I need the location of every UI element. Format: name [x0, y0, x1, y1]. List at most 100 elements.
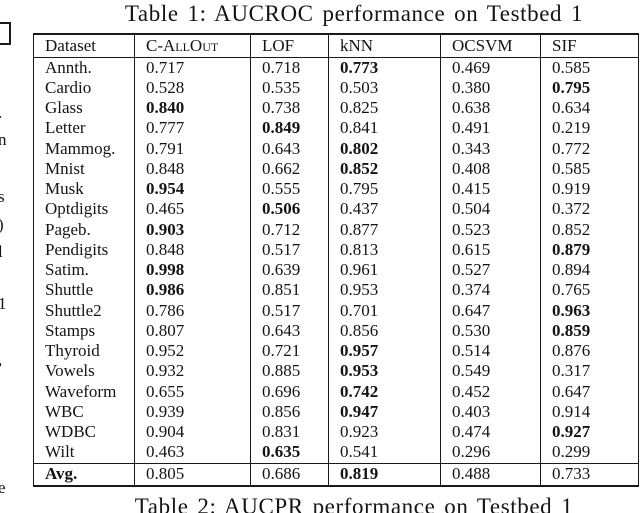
margin-text-fragment: s [0, 187, 5, 206]
value-cell: 0.662 [250, 158, 329, 179]
value-cell: 0.541 [328, 442, 441, 463]
value-cell: 0.437 [328, 199, 441, 220]
value-cell: 0.856 [250, 401, 329, 422]
margin-text-fragment: e [0, 478, 6, 497]
dataset-name: Optdigits [33, 199, 135, 220]
table-row: Stamps 0.807 0.643 0.856 0.530 0.859 [33, 320, 639, 341]
table-row: Shuttle2 0.786 0.517 0.701 0.647 0.963 [33, 300, 639, 321]
value-cell: 0.919 [540, 179, 639, 200]
value-cell: 0.894 [540, 260, 639, 281]
value-cell: 0.848 [134, 158, 251, 179]
value-cell: 0.807 [134, 320, 251, 341]
value-cell: 0.963 [540, 300, 639, 321]
value-cell: 0.879 [540, 239, 639, 260]
value-cell: 0.802 [328, 138, 441, 159]
value-cell: 0.953 [328, 361, 441, 382]
margin-text-fragment: ) [0, 216, 4, 233]
value-cell: 0.795 [540, 77, 639, 98]
value-cell: 0.852 [328, 158, 441, 179]
value-cell: 0.813 [328, 239, 441, 260]
dataset-name: Thyroid [33, 341, 135, 362]
value-cell: 0.927 [540, 422, 639, 443]
value-cell: 0.765 [540, 280, 639, 301]
table-row: Mnist 0.848 0.662 0.852 0.408 0.585 [33, 158, 639, 179]
value-cell: 0.615 [440, 239, 541, 260]
table-row: WDBC 0.904 0.831 0.923 0.474 0.927 [33, 422, 639, 443]
value-cell: 0.634 [540, 98, 639, 119]
margin-text-fragment: l [0, 242, 3, 261]
value-cell: 0.491 [440, 118, 541, 139]
average-row: Avg. 0.805 0.686 0.819 0.488 0.733 [33, 462, 639, 487]
value-cell: 0.998 [134, 260, 251, 281]
value-cell: 0.517 [250, 239, 329, 260]
value-cell: 0.506 [250, 199, 329, 220]
value-cell: 0.523 [440, 219, 541, 240]
table-row: Optdigits 0.465 0.506 0.437 0.504 0.372 [33, 199, 639, 220]
margin-text-fragment: n [0, 130, 7, 149]
value-cell: 0.403 [440, 401, 541, 422]
value-cell: 0.219 [540, 118, 639, 139]
table-row: Musk 0.954 0.555 0.795 0.415 0.919 [33, 179, 639, 200]
value-cell: 0.503 [328, 77, 441, 98]
table-row: Vowels 0.932 0.885 0.953 0.549 0.317 [33, 361, 639, 382]
value-cell: 0.415 [440, 179, 541, 200]
value-cell: 0.701 [328, 300, 441, 321]
value-cell: 0.635 [250, 442, 329, 463]
value-cell: 0.904 [134, 422, 251, 443]
dataset-name: Wilt [33, 442, 135, 463]
table-row: Satim. 0.998 0.639 0.961 0.527 0.894 [33, 260, 639, 281]
value-cell: 0.643 [250, 320, 329, 341]
dataset-name: Mnist [33, 158, 135, 179]
value-cell: 0.549 [440, 361, 541, 382]
value-cell: 0.463 [134, 442, 251, 463]
table-row: Cardio 0.528 0.535 0.503 0.380 0.795 [33, 77, 639, 98]
value-cell: 0.856 [328, 320, 441, 341]
dataset-name: WBC [33, 401, 135, 422]
value-cell: 0.452 [440, 381, 541, 402]
value-cell: 0.877 [328, 219, 441, 240]
table-row: Waveform 0.655 0.696 0.742 0.452 0.647 [33, 381, 639, 402]
dataset-name: Satim. [33, 260, 135, 281]
value-cell: 0.831 [250, 422, 329, 443]
value-cell: 0.686 [250, 462, 329, 487]
value-cell: 0.474 [440, 422, 541, 443]
value-cell: 0.952 [134, 341, 251, 362]
open-square-icon [0, 22, 11, 45]
value-cell: 0.859 [540, 320, 639, 341]
value-cell: 0.317 [540, 361, 639, 382]
value-cell: 0.647 [440, 300, 541, 321]
value-cell: 0.639 [250, 260, 329, 281]
table-row: Pageb. 0.903 0.712 0.877 0.523 0.852 [33, 219, 639, 240]
value-cell: 0.986 [134, 280, 251, 301]
value-cell: 0.535 [250, 77, 329, 98]
table1-caption: Table 1: AUCROC performance on Testbed 1 [124, 1, 584, 26]
value-cell: 0.465 [134, 199, 251, 220]
value-cell: 0.585 [540, 57, 639, 78]
table-body: Annth. 0.717 0.718 0.773 0.469 0.585 Cardio 0.5… [33, 57, 639, 463]
dataset-name: Shuttle [33, 280, 135, 301]
value-cell: 0.852 [540, 219, 639, 240]
value-cell: 0.876 [540, 341, 639, 362]
value-cell: 0.655 [134, 381, 251, 402]
value-cell: 0.469 [440, 57, 541, 78]
dataset-name: Annth. [33, 57, 135, 78]
table-row: Mammog. 0.791 0.643 0.802 0.343 0.772 [33, 138, 639, 159]
aucroc-results-table: Dataset C-AllOut LOF kNN OCSVM SIF Annth. 0.71… [33, 33, 639, 487]
dataset-name: Cardio [33, 77, 135, 98]
dataset-name: Pageb. [33, 219, 135, 240]
value-cell: 0.555 [250, 179, 329, 200]
value-cell: 0.647 [540, 381, 639, 402]
margin-text-fragment: , [0, 351, 2, 368]
table-row: Thyroid 0.952 0.721 0.957 0.514 0.876 [33, 341, 639, 362]
value-cell: 0.712 [250, 219, 329, 240]
value-cell: 0.374 [440, 280, 541, 301]
value-cell: 0.932 [134, 361, 251, 382]
table-row: Annth. 0.717 0.718 0.773 0.469 0.585 [33, 57, 639, 78]
column-header-knn: kNN [328, 33, 441, 58]
value-cell: 0.488 [440, 462, 541, 487]
value-cell: 0.733 [540, 462, 639, 487]
value-cell: 0.841 [328, 118, 441, 139]
value-cell: 0.528 [134, 77, 251, 98]
value-cell: 0.517 [250, 300, 329, 321]
value-cell: 0.408 [440, 158, 541, 179]
